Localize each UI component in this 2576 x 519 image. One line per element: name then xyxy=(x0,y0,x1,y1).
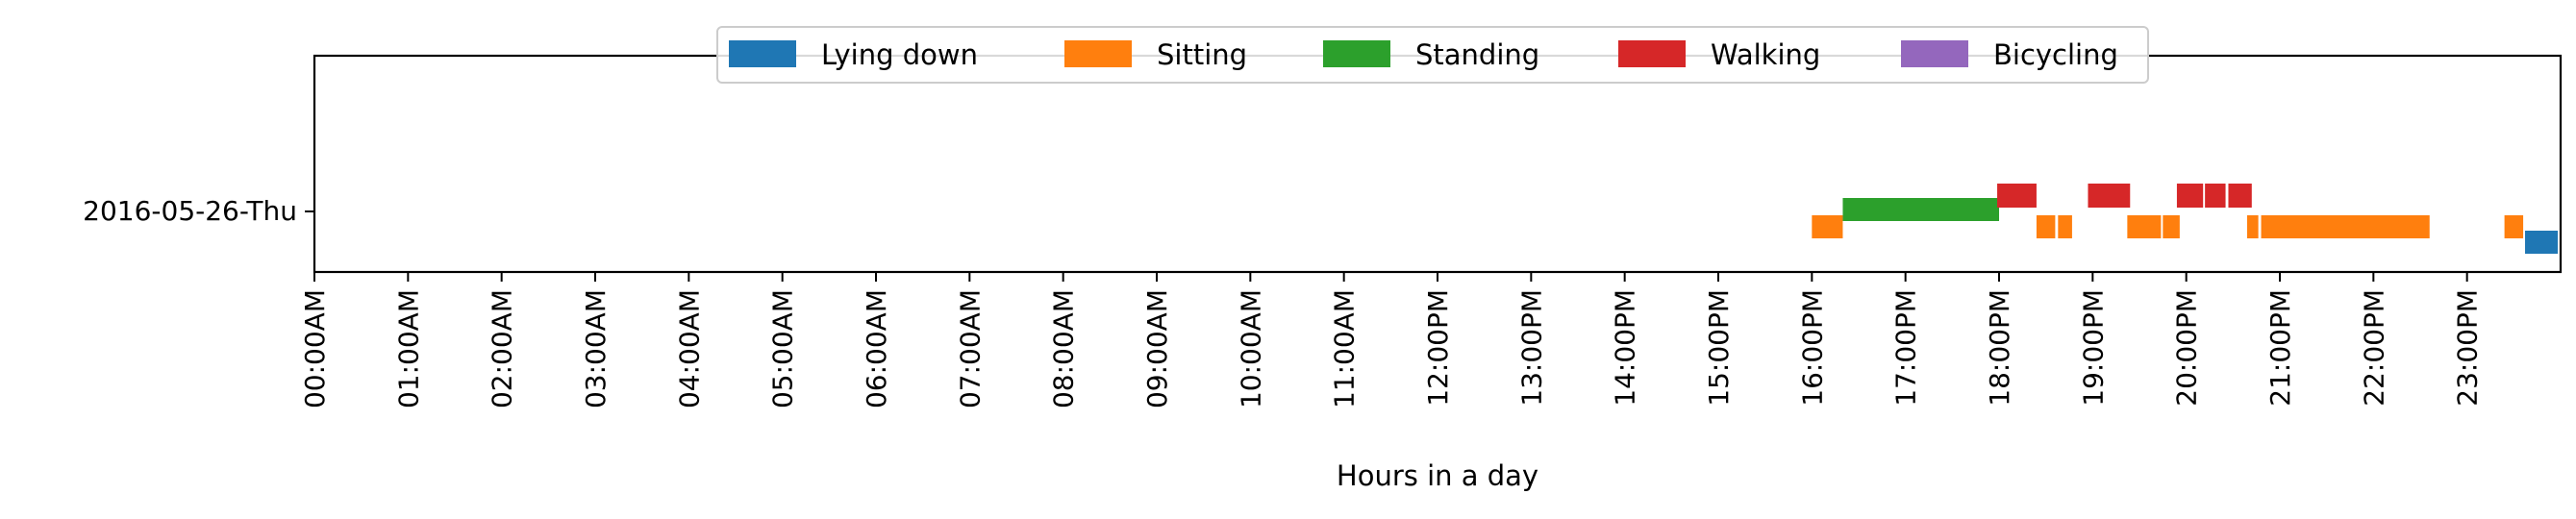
x-tick-label: 05:00AM xyxy=(767,289,799,408)
x-axis-label: Hours in a day xyxy=(1337,459,1538,492)
legend-swatch xyxy=(1323,40,1390,67)
plot-frame xyxy=(313,54,2563,274)
legend-label: Bicycling xyxy=(1993,38,2118,71)
x-tick-label: 18:00PM xyxy=(1984,289,2015,407)
x-tick-label: 03:00AM xyxy=(580,289,612,408)
activity-bar xyxy=(2525,231,2559,254)
legend-swatch xyxy=(1064,40,1132,67)
legend-swatch xyxy=(729,40,796,67)
legend-label: Sitting xyxy=(1157,38,1247,71)
x-tick-label: 19:00PM xyxy=(2077,289,2109,407)
x-tick-label: 02:00AM xyxy=(487,289,518,408)
legend-swatch xyxy=(1901,40,1968,67)
activity-bar xyxy=(2127,215,2162,238)
x-tick-label: 06:00AM xyxy=(861,289,892,408)
activity-bar xyxy=(2036,215,2056,238)
y-tick-label: 2016-05-26-Thu xyxy=(83,195,297,227)
legend-swatch xyxy=(1618,40,1686,67)
x-axis-ticks: 00:00AM 01:00AM 02:00AM 03:00AM 04:00AM 05:00… xyxy=(299,272,2484,408)
x-tick-label: 04:00AM xyxy=(673,289,705,408)
activity-bar xyxy=(2261,215,2430,238)
legend-label: Lying down xyxy=(821,38,978,71)
activity-bar xyxy=(1842,198,1999,221)
x-tick-label: 16:00PM xyxy=(1796,289,1828,407)
activity-bar xyxy=(1812,215,1843,238)
activity-bar xyxy=(2058,215,2072,238)
legend-label: Walking xyxy=(1711,38,1820,71)
activity-bar xyxy=(2163,215,2180,238)
activity-bar xyxy=(2176,184,2204,208)
x-tick-label: 17:00PM xyxy=(1890,289,1922,407)
x-tick-label: 20:00PM xyxy=(2171,289,2203,407)
activity-bar xyxy=(2205,184,2226,208)
x-tick-label: 01:00AM xyxy=(392,289,424,408)
legend-label: Standing xyxy=(1415,38,1539,71)
x-tick-label: 21:00PM xyxy=(2264,289,2296,407)
x-tick-label: 22:00PM xyxy=(2358,289,2389,407)
x-tick-label: 15:00PM xyxy=(1703,289,1735,407)
x-tick-label: 14:00PM xyxy=(1610,289,1641,407)
x-tick-label: 11:00AM xyxy=(1329,289,1361,408)
activity-bars xyxy=(1812,184,2559,254)
activity-bar xyxy=(2246,215,2259,238)
x-tick-label: 13:00PM xyxy=(1515,289,1547,407)
activity-bar xyxy=(2088,184,2131,208)
x-tick-label: 08:00AM xyxy=(1048,289,1080,408)
activity-bar xyxy=(2504,215,2524,238)
activity-bar xyxy=(1997,184,2037,208)
activity-bar xyxy=(2228,184,2252,208)
x-tick-label: 07:00AM xyxy=(954,289,986,408)
x-tick-label: 00:00AM xyxy=(299,289,331,408)
x-tick-label: 12:00PM xyxy=(1422,289,1454,407)
x-tick-label: 10:00AM xyxy=(1235,289,1266,408)
legend: Lying down Sitting Standing Walking Bicyclin… xyxy=(716,26,2149,84)
x-tick-label: 09:00AM xyxy=(1141,289,1173,408)
x-tick-label: 23:00PM xyxy=(2452,289,2484,407)
